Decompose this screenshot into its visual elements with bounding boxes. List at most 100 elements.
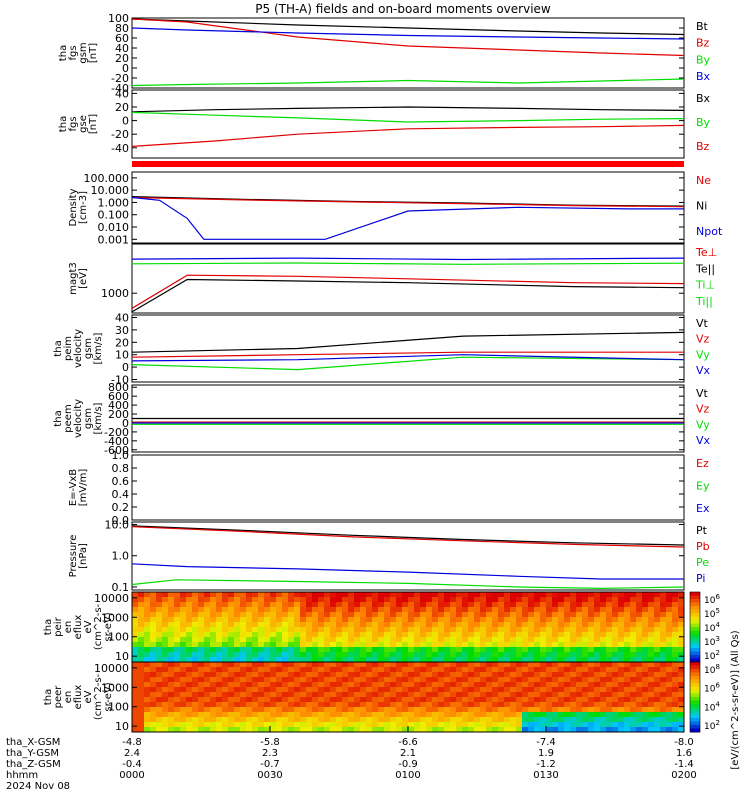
heatmap-cell: [642, 712, 649, 718]
colorbar-swatch: [690, 623, 700, 628]
heatmap-cell: [606, 677, 613, 683]
heatmap-cell: [474, 602, 481, 608]
heatmap-cell: [414, 607, 421, 613]
heatmap-cell: [348, 727, 355, 733]
heatmap-cell: [420, 647, 427, 653]
heatmap-cell: [228, 677, 235, 683]
x-axis-value: -1.2: [536, 759, 556, 770]
heatmap-cell: [144, 722, 151, 728]
heatmap-cell: [342, 707, 349, 713]
heatmap-cell: [204, 697, 211, 703]
heatmap-cell: [150, 712, 157, 718]
heatmap-cell: [174, 597, 181, 603]
heatmap-cell: [156, 607, 163, 613]
heatmap-cell: [288, 662, 295, 668]
heatmap-cell: [276, 637, 283, 643]
heatmap-cell: [480, 692, 487, 698]
heatmap-cell: [504, 637, 511, 643]
heatmap-cell: [480, 627, 487, 633]
heatmap-cell: [606, 682, 613, 688]
heatmap-cell: [510, 627, 517, 633]
heatmap-cell: [324, 682, 331, 688]
heatmap-cell: [642, 607, 649, 613]
heatmap-cell: [138, 727, 145, 733]
heatmap-cell: [450, 637, 457, 643]
heatmap-cell: [276, 727, 283, 733]
series-line-Ne: [131, 196, 685, 208]
heatmap-cell: [486, 727, 493, 733]
heatmap-cell: [330, 672, 337, 678]
heatmap-cell: [552, 677, 559, 683]
y-axis-label-line: velocity: [73, 399, 84, 438]
heatmap-cell: [468, 662, 475, 668]
heatmap-cell: [630, 617, 637, 623]
heatmap-cell: [534, 722, 541, 728]
heatmap-cell: [654, 602, 661, 608]
heatmap-cell: [582, 682, 589, 688]
x-axis-value: -0.4: [122, 759, 142, 770]
heatmap-cell: [576, 727, 583, 733]
heatmap-cell: [402, 697, 409, 703]
heatmap-cell: [330, 697, 337, 703]
heatmap-cell: [246, 652, 253, 658]
heatmap-cell: [234, 662, 241, 668]
heatmap-cell: [204, 627, 211, 633]
heatmap-cell: [666, 592, 673, 598]
heatmap-cell: [210, 707, 217, 713]
heatmap-cell: [192, 657, 199, 663]
heatmap-cell: [138, 717, 145, 723]
heatmap-cell: [336, 717, 343, 723]
heatmap-cell: [294, 632, 301, 638]
heatmap-cell: [564, 672, 571, 678]
heatmap-cell: [348, 687, 355, 693]
heatmap-cell: [330, 617, 337, 623]
heatmap-cell: [264, 677, 271, 683]
heatmap-cell: [210, 667, 217, 673]
heatmap-cell: [546, 652, 553, 658]
heatmap-cell: [600, 652, 607, 658]
heatmap-cell: [270, 602, 277, 608]
heatmap-cell: [570, 677, 577, 683]
heatmap-cell: [420, 607, 427, 613]
heatmap-cell: [132, 642, 139, 648]
heatmap-cell: [414, 692, 421, 698]
heatmap-cell: [522, 632, 529, 638]
heatmap-cell: [132, 687, 139, 693]
heatmap-cell: [294, 702, 301, 708]
heatmap-cell: [504, 642, 511, 648]
heatmap-cell: [648, 672, 655, 678]
heatmap-cell: [216, 592, 223, 598]
heatmap-cell: [276, 712, 283, 718]
heatmap-cell: [348, 692, 355, 698]
heatmap-peer_spec: [132, 662, 685, 733]
heatmap-cell: [360, 657, 367, 663]
heatmap-cell: [660, 687, 667, 693]
heatmap-cell: [300, 607, 307, 613]
heatmap-cell: [480, 727, 487, 733]
heatmap-cell: [168, 652, 175, 658]
heatmap-cell: [600, 712, 607, 718]
heatmap-cell: [228, 597, 235, 603]
heatmap-cell: [384, 682, 391, 688]
heatmap-cell: [222, 592, 229, 598]
heatmap-cell: [156, 662, 163, 668]
heatmap-cell: [666, 722, 673, 728]
heatmap-cell: [456, 637, 463, 643]
heatmap-cell: [612, 677, 619, 683]
heatmap-cell: [198, 707, 205, 713]
heatmap-cell: [174, 607, 181, 613]
heatmap-cell: [462, 642, 469, 648]
heatmap-cell: [378, 692, 385, 698]
heatmap-cell: [318, 632, 325, 638]
series-line-Vx: [131, 354, 685, 362]
y-tick-label: 800: [108, 381, 129, 394]
heatmap-cell: [648, 667, 655, 673]
heatmap-cell: [282, 642, 289, 648]
heatmap-cell: [402, 607, 409, 613]
heatmap-cell: [210, 717, 217, 723]
heatmap-cell: [570, 722, 577, 728]
heatmap-cell: [288, 702, 295, 708]
heatmap-cell: [354, 647, 361, 653]
heatmap-cell: [588, 687, 595, 693]
heatmap-cell: [666, 652, 673, 658]
